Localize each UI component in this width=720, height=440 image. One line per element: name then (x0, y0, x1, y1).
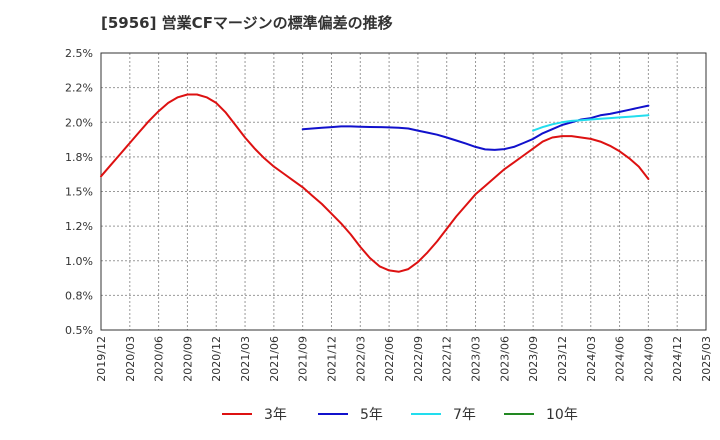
chart-title: [5956] 営業CFマージンの標準偏差の推移 (101, 14, 393, 32)
x-tick-label: 2020/03 (124, 336, 137, 382)
y-tick-label: 0.8% (65, 289, 93, 302)
y-tick-label: 1.2% (65, 220, 93, 233)
series-line (301, 104, 650, 151)
plot-border (100, 52, 707, 331)
y-tick-label: 2.2% (65, 82, 93, 95)
x-tick-label: 2020/09 (181, 336, 194, 382)
grid (101, 53, 706, 330)
y-tick-label: 0.5% (65, 324, 93, 337)
x-tick-label: 2022/06 (383, 336, 396, 382)
x-tick-label: 2023/06 (498, 336, 511, 382)
x-tick-label: 2019/12 (95, 336, 108, 382)
x-tick-label: 2024/06 (614, 336, 627, 382)
x-tick-label: 2020/12 (210, 336, 223, 382)
x-tick-label: 2023/12 (556, 336, 569, 382)
x-tick-label: 2022/12 (441, 336, 454, 382)
x-tick-label: 2025/03 (700, 336, 713, 382)
legend: 3年 5年 7年 10年 (222, 407, 578, 423)
x-tick-label: 2024/09 (642, 336, 655, 382)
x-tick-label: 2024/12 (671, 336, 684, 382)
series-lines (100, 93, 650, 273)
series-line (100, 93, 650, 273)
x-tick-label: 2022/09 (412, 336, 425, 382)
x-tick-label: 2023/03 (470, 336, 483, 382)
x-tick-label: 2022/03 (354, 336, 367, 382)
series-line (532, 114, 650, 132)
y-tick-label: 2.5% (65, 47, 93, 60)
x-tick-label: 2021/12 (325, 336, 338, 382)
axes: 0.5% 0.8% 1.0% 1.2% 1.5% 1.8% 2.0% 2.2% 2.5% 2019… (65, 47, 713, 382)
legend-label: 7年 (453, 407, 476, 423)
y-tick-label: 1.8% (65, 151, 93, 164)
x-tick-label: 2020/06 (153, 336, 166, 382)
x-tick-label: 2023/09 (527, 336, 540, 382)
y-tick-label: 1.0% (65, 255, 93, 268)
legend-label: 5年 (360, 407, 383, 423)
y-tick-label: 1.5% (65, 186, 93, 199)
legend-label: 10年 (546, 407, 578, 423)
x-tick-label: 2021/09 (297, 336, 310, 382)
y-tick-label: 2.0% (65, 116, 93, 129)
x-tick-label: 2021/03 (239, 336, 252, 382)
legend-label: 3年 (264, 407, 287, 423)
x-tick-label: 2024/03 (585, 336, 598, 382)
x-tick-label: 2021/06 (268, 336, 281, 382)
